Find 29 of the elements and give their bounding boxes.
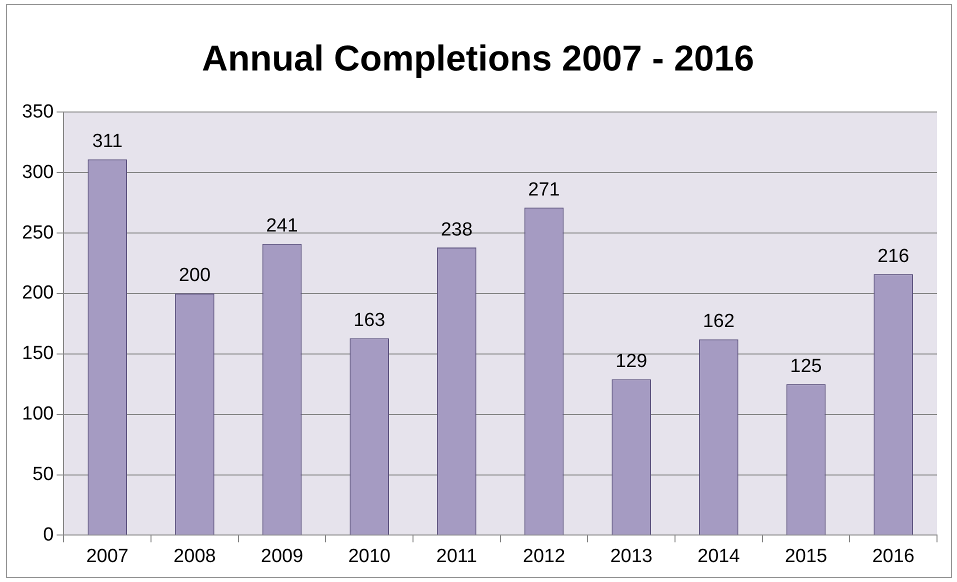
x-tick-label: 2011 bbox=[436, 546, 478, 567]
y-tick-label: 150 bbox=[22, 343, 54, 364]
data-label: 241 bbox=[266, 216, 298, 237]
y-tick-label: 50 bbox=[32, 464, 54, 486]
data-label: 125 bbox=[790, 356, 822, 377]
data-label: 238 bbox=[440, 219, 473, 240]
data-label: 162 bbox=[702, 311, 735, 332]
x-tick-label: 2009 bbox=[260, 546, 304, 567]
data-label: 200 bbox=[178, 265, 211, 286]
x-tick-label: 2016 bbox=[872, 546, 914, 567]
data-label: 311 bbox=[92, 131, 123, 152]
data-label: 271 bbox=[528, 179, 560, 200]
y-tick-label: 250 bbox=[22, 222, 54, 244]
data-label: 216 bbox=[877, 246, 910, 267]
chart-title: Annual Completions 2007 - 2016 bbox=[202, 38, 754, 79]
x-tick-label: 2007 bbox=[86, 546, 129, 567]
data-label: 129 bbox=[615, 351, 648, 372]
y-tick-label: 300 bbox=[22, 162, 54, 183]
y-tick-label: 200 bbox=[22, 282, 54, 304]
x-tick-label: 2015 bbox=[784, 546, 828, 567]
y-tick-label: 0 bbox=[43, 524, 54, 546]
x-tick-label: 2012 bbox=[522, 546, 566, 567]
data-label: 163 bbox=[354, 310, 386, 331]
x-tick-label: 2008 bbox=[174, 546, 216, 567]
x-tick-label: 2010 bbox=[348, 546, 390, 567]
y-tick-label: 350 bbox=[22, 101, 54, 122]
y-tick-label: 100 bbox=[22, 404, 54, 425]
x-tick-label: 2014 bbox=[698, 546, 740, 567]
x-tick-label: 2013 bbox=[610, 546, 652, 567]
